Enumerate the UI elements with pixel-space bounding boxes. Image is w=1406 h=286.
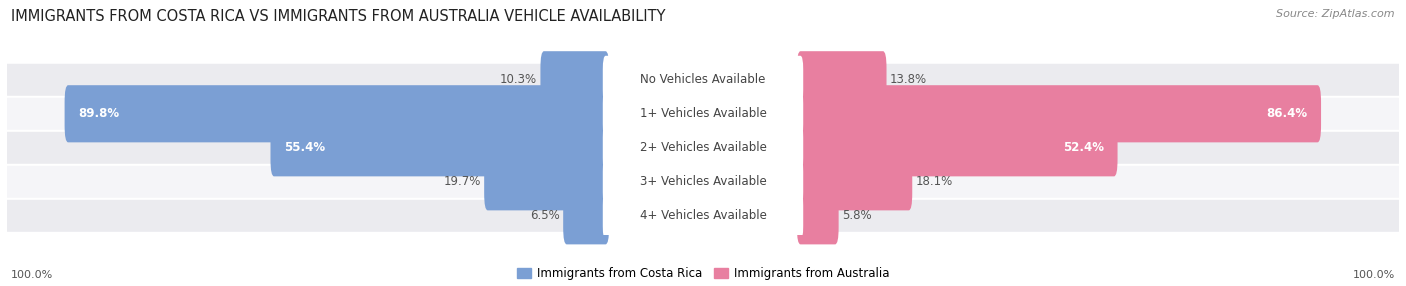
FancyBboxPatch shape <box>797 153 912 210</box>
Text: 3+ Vehicles Available: 3+ Vehicles Available <box>640 175 766 188</box>
FancyBboxPatch shape <box>603 56 803 104</box>
Text: 55.4%: 55.4% <box>284 141 326 154</box>
FancyBboxPatch shape <box>484 153 609 210</box>
Legend: Immigrants from Costa Rica, Immigrants from Australia: Immigrants from Costa Rica, Immigrants f… <box>516 267 890 280</box>
Text: 1+ Vehicles Available: 1+ Vehicles Available <box>640 107 766 120</box>
FancyBboxPatch shape <box>797 119 1118 176</box>
Text: 86.4%: 86.4% <box>1265 107 1308 120</box>
FancyBboxPatch shape <box>540 51 609 108</box>
Text: 13.8%: 13.8% <box>890 73 927 86</box>
FancyBboxPatch shape <box>7 98 1399 130</box>
Text: 2+ Vehicles Available: 2+ Vehicles Available <box>640 141 766 154</box>
FancyBboxPatch shape <box>797 85 1322 142</box>
Text: 4+ Vehicles Available: 4+ Vehicles Available <box>640 209 766 222</box>
Text: 6.5%: 6.5% <box>530 209 560 222</box>
Text: 100.0%: 100.0% <box>1353 270 1395 280</box>
Text: IMMIGRANTS FROM COSTA RICA VS IMMIGRANTS FROM AUSTRALIA VEHICLE AVAILABILITY: IMMIGRANTS FROM COSTA RICA VS IMMIGRANTS… <box>11 9 666 23</box>
FancyBboxPatch shape <box>65 85 609 142</box>
Text: 52.4%: 52.4% <box>1063 141 1104 154</box>
FancyBboxPatch shape <box>7 132 1399 164</box>
FancyBboxPatch shape <box>603 124 803 172</box>
FancyBboxPatch shape <box>7 200 1399 232</box>
FancyBboxPatch shape <box>603 158 803 206</box>
Text: 5.8%: 5.8% <box>842 209 872 222</box>
FancyBboxPatch shape <box>7 64 1399 96</box>
FancyBboxPatch shape <box>797 51 887 108</box>
FancyBboxPatch shape <box>564 187 609 244</box>
Text: 10.3%: 10.3% <box>499 73 537 86</box>
Text: 100.0%: 100.0% <box>11 270 53 280</box>
FancyBboxPatch shape <box>797 187 838 244</box>
FancyBboxPatch shape <box>270 119 609 176</box>
Text: Source: ZipAtlas.com: Source: ZipAtlas.com <box>1277 9 1395 19</box>
Text: No Vehicles Available: No Vehicles Available <box>640 73 766 86</box>
FancyBboxPatch shape <box>7 166 1399 198</box>
Text: 19.7%: 19.7% <box>443 175 481 188</box>
Text: 89.8%: 89.8% <box>79 107 120 120</box>
FancyBboxPatch shape <box>603 90 803 138</box>
Text: 18.1%: 18.1% <box>915 175 953 188</box>
FancyBboxPatch shape <box>603 192 803 240</box>
